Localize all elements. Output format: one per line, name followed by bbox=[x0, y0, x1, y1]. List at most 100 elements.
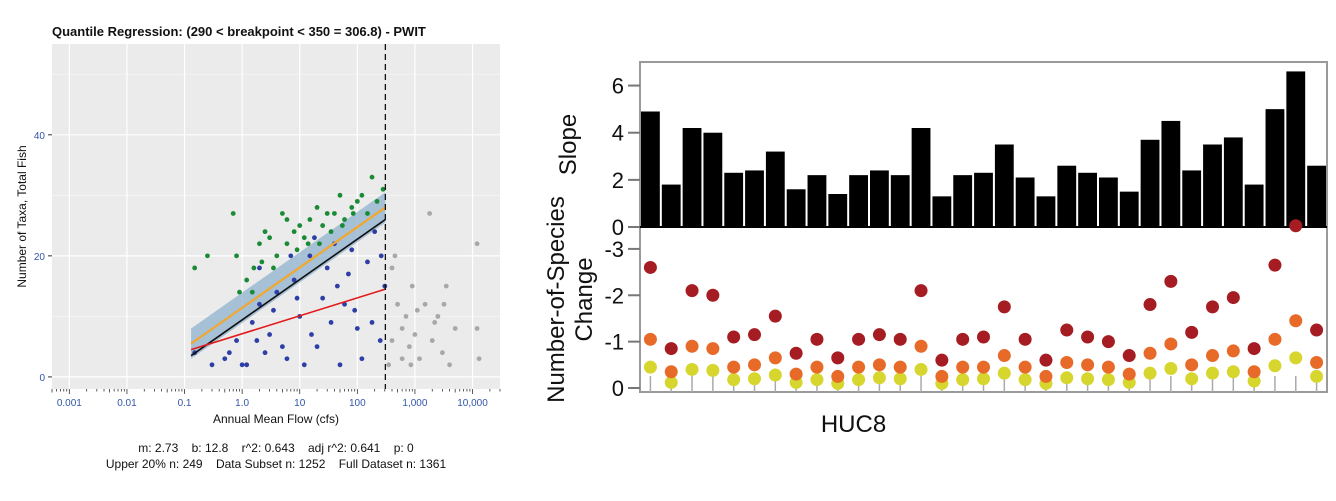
species-change-dot-high bbox=[893, 332, 907, 346]
species-change-dot-mid bbox=[1289, 314, 1303, 328]
qr-plot: 0 20 40 0.001 0.01 0.1 1.0 10 100 1,000 10,000 Annu… bbox=[15, 44, 501, 426]
species-axis-label: Number-of-SpeciesChange bbox=[543, 196, 598, 403]
species-change-dot-high bbox=[1268, 258, 1282, 272]
species-change-dot-mid bbox=[997, 349, 1011, 363]
species-change-dot-mid bbox=[935, 369, 949, 383]
slope-bar bbox=[1057, 165, 1077, 227]
qr-point-upper20 bbox=[305, 241, 311, 247]
species-change-dot-high bbox=[1039, 353, 1053, 367]
qr-point-outside-subset bbox=[389, 338, 395, 343]
slope-bar bbox=[703, 132, 723, 227]
slope-bar bbox=[994, 144, 1014, 227]
qr-point-upper20 bbox=[230, 211, 236, 216]
slope-bar bbox=[1119, 191, 1139, 227]
slope-bar bbox=[1036, 196, 1056, 227]
stat-m-value: 2.73 bbox=[154, 441, 179, 455]
slope-bar bbox=[1244, 184, 1264, 227]
slope-y-tick-label: 0 bbox=[612, 215, 624, 240]
qr-point-data-subset bbox=[372, 229, 378, 235]
species-change-dot-low bbox=[956, 373, 970, 387]
qr-point-data-subset bbox=[257, 301, 262, 307]
qr-point-upper20 bbox=[251, 265, 257, 271]
qr-point-data-subset bbox=[234, 338, 239, 343]
species-change-dot-mid bbox=[789, 367, 803, 381]
species-change-dot-high bbox=[935, 353, 949, 367]
species-change-dot-mid bbox=[1185, 358, 1199, 372]
stat-p-label: p: bbox=[380, 441, 408, 455]
slope-y-tick-label: 2 bbox=[612, 168, 624, 193]
species-change-dot-low bbox=[1081, 372, 1095, 386]
species-change-dot-mid bbox=[1247, 365, 1261, 379]
species-change-dot-high bbox=[664, 342, 678, 356]
species-change-dot-mid bbox=[768, 351, 782, 365]
slope-bar bbox=[745, 170, 764, 227]
qr-point-outside-subset bbox=[435, 313, 441, 319]
slope-bar bbox=[953, 175, 973, 227]
species-change-dot-mid bbox=[1143, 346, 1157, 360]
stat-adjr2-value: 0.641 bbox=[350, 441, 381, 455]
huc8-axis-label: HUC8 bbox=[821, 411, 886, 438]
species-change-dot-low bbox=[1206, 366, 1219, 380]
stat-adjr2-label: adj r^2: bbox=[294, 441, 351, 455]
qr-point-data-subset bbox=[274, 289, 280, 295]
stat-r2-value: 0.643 bbox=[264, 441, 295, 455]
qr-x-tick-label: 0.01 bbox=[117, 398, 137, 409]
qr-point-data-subset bbox=[324, 265, 330, 271]
species-change-dot-high bbox=[789, 346, 803, 360]
slope-bar bbox=[1265, 109, 1285, 227]
species-change-dot-high bbox=[727, 330, 741, 344]
qr-point-upper20 bbox=[284, 217, 290, 222]
species-change-dot-mid bbox=[1060, 356, 1074, 369]
qr-line-median-fit bbox=[190, 288, 386, 351]
qr-point-outside-subset bbox=[386, 362, 392, 368]
slope-bar bbox=[974, 172, 993, 227]
qr-point-upper20 bbox=[328, 229, 334, 235]
qr-point-upper20 bbox=[279, 211, 285, 216]
species-change-dot-mid bbox=[831, 369, 845, 383]
qr-point-upper20 bbox=[294, 247, 300, 253]
qr-point-outside-subset bbox=[447, 362, 452, 368]
qr-x-tick-label: 1,000 bbox=[402, 398, 427, 409]
qr-y-tick-label: 20 bbox=[34, 252, 46, 263]
slope-bar bbox=[1015, 177, 1035, 227]
species-change-dot-mid bbox=[1206, 349, 1219, 363]
qr-stats-line-1: m: 2.73 b: 12.8 r^2: 0.643 adj r^2: 0.64… bbox=[52, 441, 500, 455]
species-change-dot-low bbox=[1226, 365, 1240, 379]
qr-point-upper20 bbox=[284, 241, 290, 247]
slope-bar bbox=[641, 111, 660, 227]
species-change-dot-low bbox=[872, 371, 886, 385]
qr-x-tick-label: 10,000 bbox=[457, 398, 488, 409]
slope-bar bbox=[1099, 177, 1118, 227]
qr-point-upper20 bbox=[380, 186, 386, 192]
species-change-dot-mid bbox=[810, 360, 824, 374]
species-change-dot-high bbox=[852, 332, 866, 346]
species-change-dot-high bbox=[1289, 219, 1303, 233]
qr-point-outside-subset bbox=[399, 356, 405, 362]
slope-bar bbox=[724, 172, 744, 227]
qr-point-upper20 bbox=[262, 229, 268, 235]
stat-b-label: b: bbox=[178, 441, 205, 455]
stat-m-label: m: bbox=[138, 441, 155, 455]
slope-bar bbox=[1307, 165, 1326, 227]
species-change-dot-high bbox=[1081, 330, 1095, 344]
qr-x-tick-label: 1.0 bbox=[235, 398, 249, 409]
slope-bar bbox=[911, 128, 931, 227]
qr-point-upper20 bbox=[337, 192, 343, 198]
qr-point-data-subset bbox=[359, 356, 365, 362]
species-change-dot-low bbox=[997, 366, 1011, 380]
species-change-dot-high bbox=[997, 300, 1011, 314]
species-change-dot-high bbox=[1206, 300, 1219, 314]
species-change-dot-mid bbox=[727, 360, 741, 374]
species-y-tick-label: 0 bbox=[612, 376, 624, 401]
stat-upper-value: 249 bbox=[182, 457, 203, 471]
slope-axis-label: Slope bbox=[555, 114, 582, 175]
species-change-dot-low bbox=[748, 372, 761, 386]
stat-full-value: 1361 bbox=[419, 457, 447, 471]
species-change-dot-mid bbox=[748, 358, 761, 372]
species-change-dot-low bbox=[643, 360, 657, 374]
qr-point-upper20 bbox=[234, 253, 239, 259]
species-change-dot-mid bbox=[956, 360, 970, 374]
slope-bar bbox=[849, 175, 868, 227]
qr-point-data-subset bbox=[294, 295, 300, 301]
qr-point-outside-subset bbox=[409, 283, 415, 289]
